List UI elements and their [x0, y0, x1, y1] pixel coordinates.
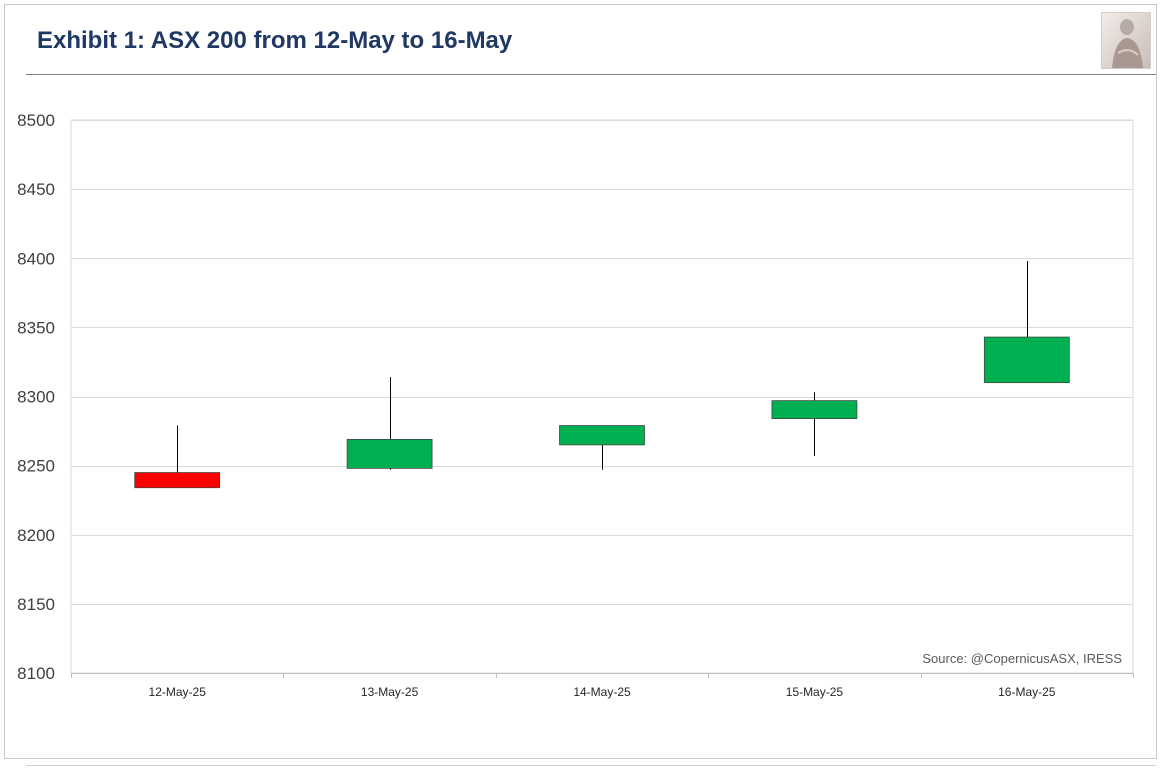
candle-body-up — [771, 400, 858, 419]
source-note: Source: @CopernicusASX, IRESS — [922, 651, 1122, 666]
y-tick-label: 8400 — [17, 249, 55, 268]
x-tick-label: 14-May-25 — [573, 685, 631, 699]
bottom-divider — [26, 765, 1156, 766]
y-tick-label: 8500 — [17, 111, 55, 130]
candle-body-down — [134, 472, 221, 489]
candle-body-up — [983, 336, 1070, 384]
y-tick-label: 8200 — [17, 526, 55, 545]
x-tick-label: 12-May-25 — [149, 685, 207, 699]
statue-portrait-icon — [1101, 12, 1151, 69]
y-tick-label: 8100 — [17, 664, 55, 683]
y-tick-label: 8350 — [17, 318, 55, 337]
plot-area — [70, 119, 1134, 674]
page-title: Exhibit 1: ASX 200 from 12-May to 16-May — [37, 27, 513, 54]
x-tick-label: 15-May-25 — [786, 685, 844, 699]
x-tick-label: 16-May-25 — [998, 685, 1056, 699]
y-tick-label: 8250 — [17, 457, 55, 476]
y-tick-label: 8150 — [17, 595, 55, 614]
y-tick-label: 8450 — [17, 180, 55, 199]
x-tick-label: 13-May-25 — [361, 685, 419, 699]
candle-body-up — [559, 425, 645, 446]
y-tick-label: 8300 — [17, 388, 55, 407]
candle-body-up — [346, 438, 433, 469]
title-divider — [26, 74, 1156, 75]
